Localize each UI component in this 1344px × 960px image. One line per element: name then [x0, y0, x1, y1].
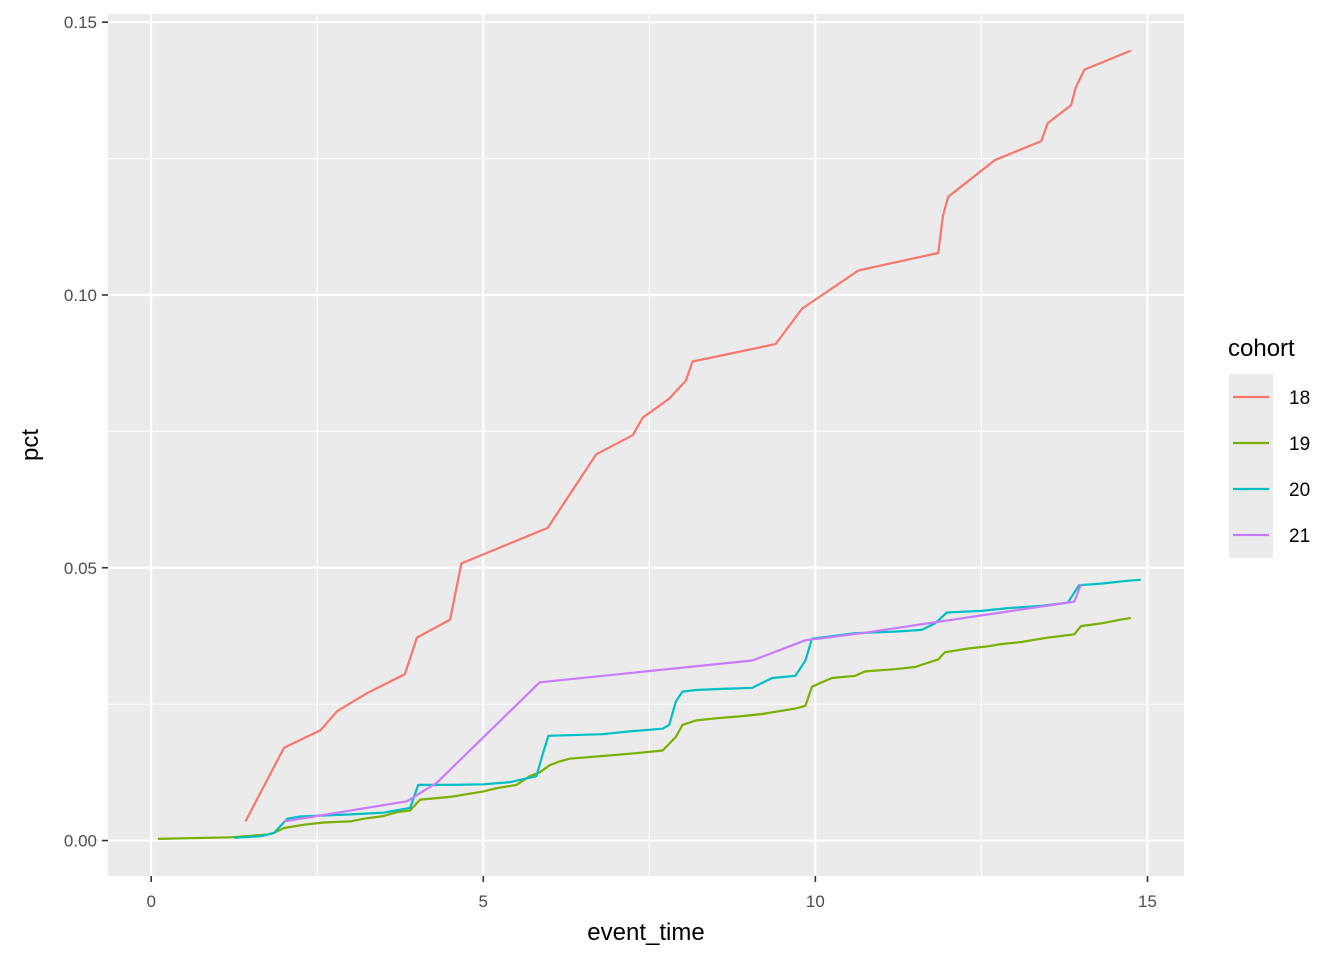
- series-lines: [157, 49, 1141, 840]
- y-axis: 0.00 0.05 0.10 0.15: [64, 13, 108, 851]
- series-line-21: [283, 583, 1083, 823]
- x-tick-label: 15: [1138, 892, 1157, 911]
- legend-label: 19: [1289, 434, 1310, 455]
- series-line-19: [157, 616, 1132, 840]
- legend: cohort 18 19 20 21: [1228, 335, 1310, 558]
- y-tick-label: 0.15: [64, 13, 97, 32]
- legend-label: 18: [1289, 388, 1310, 409]
- x-axis-title: event_time: [587, 919, 704, 946]
- x-tick-label: 5: [479, 892, 488, 911]
- x-tick-label: 10: [806, 892, 825, 911]
- y-tick-label: 0.05: [64, 559, 97, 578]
- x-tick-label: 0: [146, 892, 155, 911]
- series-line-18: [244, 49, 1132, 822]
- y-axis-title: pct: [17, 429, 44, 461]
- y-tick-label: 0.00: [64, 832, 97, 851]
- legend-title: cohort: [1228, 335, 1295, 362]
- series-line-20: [234, 578, 1141, 839]
- x-axis: 0 5 10 15: [146, 876, 1157, 911]
- legend-label: 21: [1289, 526, 1310, 547]
- legend-label: 20: [1289, 480, 1310, 501]
- grid-major: [108, 14, 1184, 876]
- y-tick-label: 0.10: [64, 286, 97, 305]
- plot-panel: [108, 14, 1184, 876]
